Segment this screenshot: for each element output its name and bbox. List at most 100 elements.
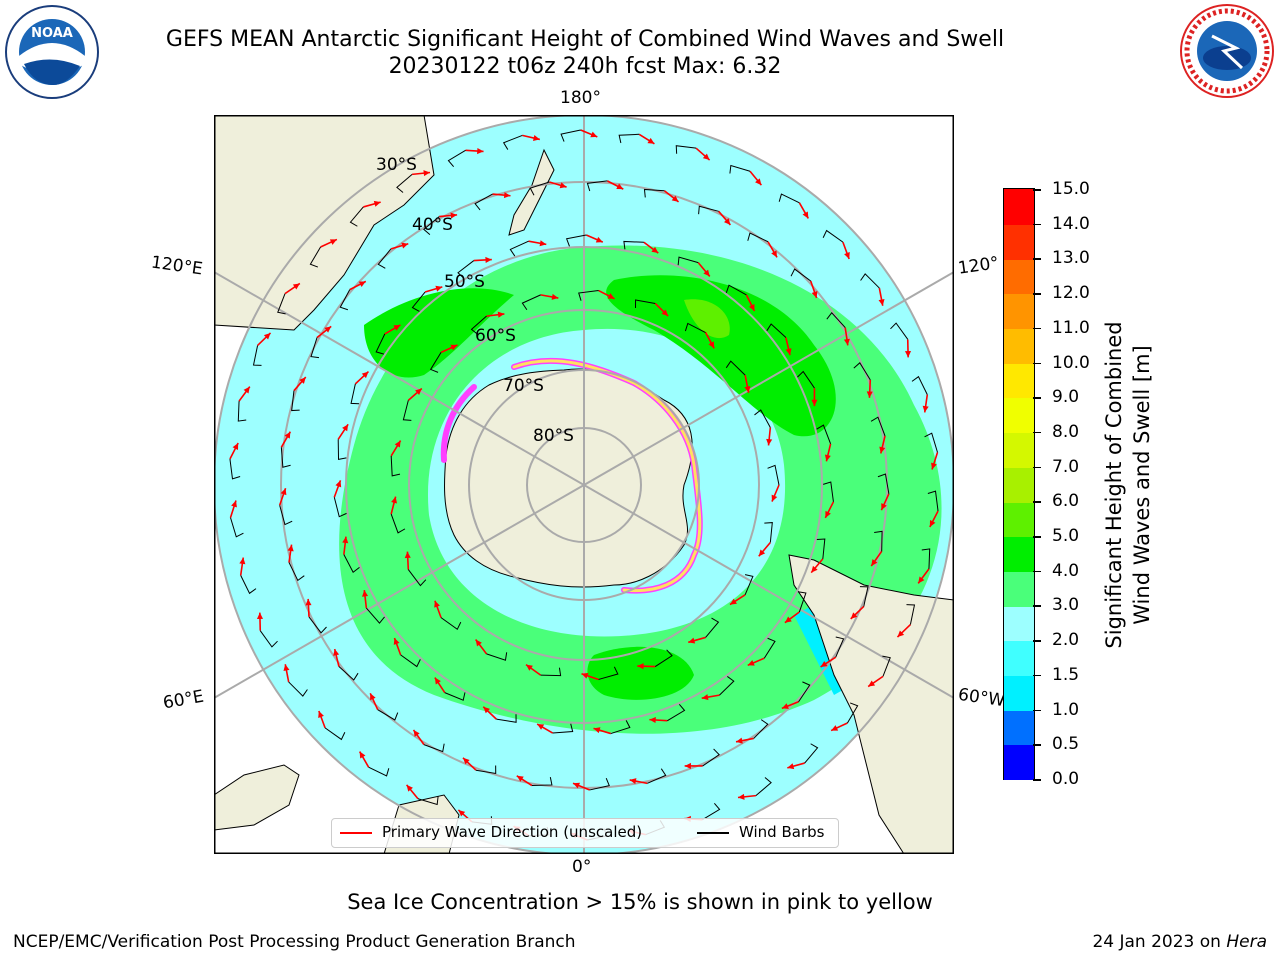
wind-barb — [860, 273, 880, 289]
colorbar-tick-label: 1.5 — [1052, 664, 1080, 685]
wave-arrow-head — [292, 283, 300, 290]
land-antarctica — [443, 368, 693, 588]
wind-barb — [589, 778, 610, 791]
colorbar-tick-label: 3.0 — [1052, 595, 1080, 616]
colorbar-tick — [1033, 431, 1041, 434]
colorbar-tick — [1033, 189, 1041, 191]
wind-barb — [521, 294, 541, 311]
wind-barb — [310, 337, 320, 359]
lon-label-bottom: 0° — [572, 857, 592, 877]
wave-arrow-head — [239, 557, 246, 565]
legend-wave-swatch — [340, 832, 372, 834]
colorbar-tick — [1033, 362, 1041, 365]
wave-arrow-head — [637, 663, 644, 670]
wind-barb — [237, 401, 247, 422]
colorbar-tick-label: 9.0 — [1052, 387, 1080, 408]
wind-barb — [390, 455, 401, 477]
lon-label-120e: 120°E — [149, 252, 204, 280]
wave-arrow-head — [748, 304, 755, 312]
wave-arrow-head — [607, 293, 615, 299]
wind-barb — [911, 375, 928, 395]
wind-barb — [349, 206, 364, 227]
colorbar-tick-label: 10.0 — [1052, 352, 1090, 373]
wind-barb — [339, 289, 351, 311]
colorbar-segment — [1004, 293, 1034, 329]
wave-arrow-head — [462, 757, 470, 765]
lat-label-60s: 60°S — [475, 326, 516, 346]
wind-barb — [377, 709, 399, 721]
wave-arrow-head — [590, 131, 598, 138]
wind-barb — [337, 439, 347, 460]
colorbar-tick — [1033, 501, 1041, 503]
wave-arrow-head — [404, 551, 411, 559]
colorbar-tick — [1033, 223, 1041, 226]
wave-band-4-5m — [606, 275, 836, 437]
wind-barb — [291, 390, 300, 412]
wave-arrow-head — [539, 240, 547, 247]
colorbar-tick-label: 13.0 — [1052, 248, 1090, 269]
colorbar-tick — [1033, 605, 1041, 607]
wave-arrow-head — [871, 559, 878, 566]
wave-arrow-head — [723, 218, 731, 225]
wave-arrow-head — [231, 500, 237, 508]
colorbar-tick-label: 0.0 — [1052, 769, 1080, 789]
wind-barb — [675, 145, 697, 154]
wave-arrow-head — [703, 269, 710, 277]
wave-arrow-head — [370, 693, 376, 701]
noaa-logo-text: NOAA — [31, 26, 73, 41]
wind-barb — [725, 360, 746, 376]
wave-arrow-head — [929, 520, 936, 528]
wind-barbs — [229, 129, 939, 841]
wind-barb — [280, 447, 291, 468]
wave-arrow-head — [811, 291, 818, 298]
wave-arrow-head — [771, 250, 777, 258]
wind-barb — [654, 649, 673, 667]
wave-arrow-head — [922, 405, 929, 413]
wind-barb — [350, 383, 360, 405]
legend-barb-swatch — [697, 832, 729, 834]
wind-barb — [890, 322, 909, 340]
colorbar-segment — [1004, 640, 1034, 677]
wind-barb — [429, 352, 442, 373]
wind-barb — [647, 768, 667, 784]
wave-arrow-head — [406, 784, 413, 792]
wind-barb — [725, 284, 747, 296]
colorbar-tick-label: 1.0 — [1052, 699, 1080, 720]
wind-barb — [365, 607, 385, 624]
wave-arrow-head — [879, 446, 886, 454]
wind-barb — [540, 667, 562, 677]
wave-arrow-head — [701, 694, 709, 701]
wind-barb — [444, 692, 466, 701]
wave-arrow-head — [559, 182, 567, 189]
wave-arrow-head — [866, 391, 873, 398]
wind-barb — [390, 513, 406, 534]
wind-barb — [423, 216, 440, 235]
wave-arrow-head — [831, 725, 839, 731]
wave-arrow-head — [758, 549, 766, 557]
wave-arrow-head — [850, 612, 858, 619]
wind-barb — [729, 164, 751, 174]
wave-arrow-head — [661, 309, 669, 317]
wave-arrow-head — [671, 195, 679, 202]
wind-barb — [277, 293, 286, 315]
wave-arrow-head — [485, 256, 492, 263]
wave-arrow-head — [629, 778, 637, 785]
wind-barb — [764, 522, 773, 543]
wind-barb — [529, 181, 550, 196]
wave-arrow-head — [333, 649, 340, 656]
wave-arrow-head — [299, 377, 306, 384]
colorbar-tick-label: 2.0 — [1052, 630, 1080, 651]
wave-arrow-head — [413, 729, 420, 737]
wind-barb — [279, 505, 293, 526]
wave-arrow-head — [551, 293, 559, 300]
wind-barb — [457, 260, 475, 279]
colorbar-tick-label: 14.0 — [1052, 213, 1090, 234]
wind-barb — [698, 205, 719, 215]
land-africa — [214, 764, 300, 831]
chart-subtitle: 20230122 t06z 240h fcst Max: 6.32 — [388, 54, 782, 79]
wave-arrow-head — [737, 793, 745, 800]
wind-barb — [747, 232, 769, 243]
wind-barb — [705, 617, 720, 638]
wind-barb — [502, 134, 523, 150]
wave-arrow-head — [747, 660, 755, 666]
